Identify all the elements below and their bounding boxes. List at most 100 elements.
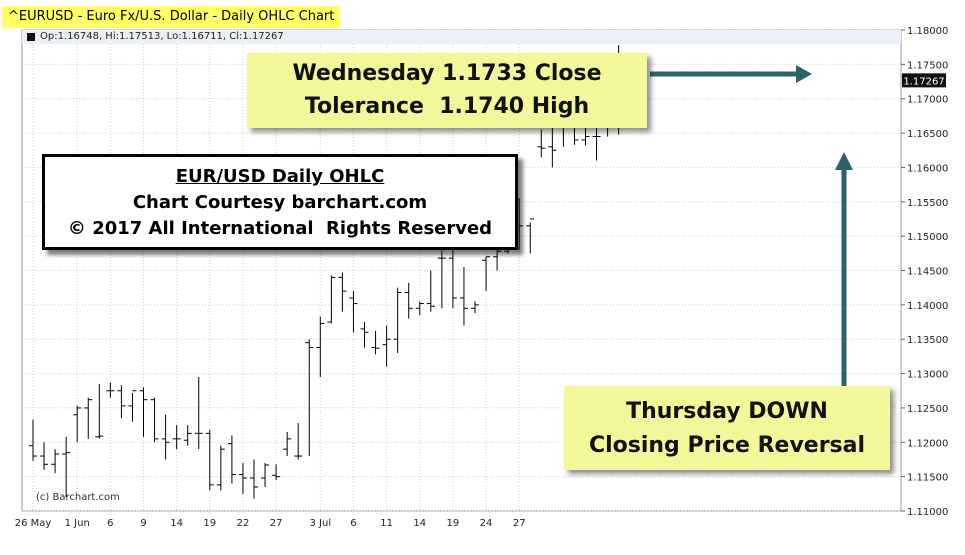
ohlc-bar [227,435,236,484]
ohlc-readout-bar: Op:1.16748, Hi:1.17513, Lo:1.16711, Cl:1… [22,30,901,44]
ohlc-readout: Op:1.16748, Hi:1.17513, Lo:1.16711, Cl:1… [40,31,284,42]
callout-wednesday-close: Wednesday 1.1733 Close Tolerance 1.1740 … [247,53,647,128]
callout-reversal-line2: Closing Price Reversal [588,433,866,458]
ohlc-bar [327,275,336,324]
callout-close-line2: Tolerance 1.1740 High [304,94,590,119]
ohlc-bar [426,270,435,312]
y-tick-label: 1.14000 [907,301,948,312]
y-tick-label: 1.15000 [907,232,948,243]
ohlc-bar [128,390,137,422]
ohlc-bar [106,382,115,398]
x-tick-label: 6 [350,518,356,529]
copyright-notice: (c) Barchart.com [36,492,120,503]
y-axis: 1.18000 1.17500 1.17000 1.16500 1.16000 1.155… [901,26,948,518]
y-tick-label: 1.16500 [907,129,948,140]
x-tick-label: 14 [170,518,183,529]
ohlc-bar [493,246,502,271]
ohlc-bar [117,385,126,419]
x-axis: 26 May 1 Jun 6 9 14 19 22 27 3 Jul 6 11 14 19 24 27 [15,518,526,529]
ohlc-bar [40,442,49,470]
ohlc-bar [205,429,214,491]
ohlc-bar [316,316,325,378]
ohlc-bar [261,462,270,487]
ohlc-bar [338,272,347,312]
arrow-right [650,65,812,83]
ohlc-bar [459,267,468,326]
arrow-up [835,152,853,386]
ohlc-bar [29,419,37,461]
ohlc-bar [283,431,292,457]
ohlc-bar [51,449,60,474]
x-tick-label: 19 [447,518,460,529]
callout-thursday-reversal: Thursday DOWN Closing Price Reversal [564,386,890,470]
y-tick-label: 1.17000 [907,95,948,106]
x-tick-label: 22 [237,518,250,529]
ohlc-bar [194,377,203,450]
ohlc-bar [150,397,159,443]
arrow-up-head [835,152,853,170]
ohlc-bar [349,291,358,333]
x-tick-label: 9 [140,518,146,529]
x-tick-label: 24 [480,518,493,529]
y-tick-label: 1.11000 [907,507,948,518]
ohlc-bar [360,322,369,348]
ohlc-bar [84,397,93,439]
last-price-marker: 1.17267 [902,73,946,88]
y-tick-label: 1.12500 [907,404,948,415]
ohlc-bar [393,287,402,353]
ohlc-bar [382,325,391,367]
x-tick-label: 27 [270,518,283,529]
callout-close-line1: Wednesday 1.1733 Close [292,61,602,86]
ohlc-bar [183,425,192,446]
ohlc-bar [73,405,82,443]
ohlc-bar [172,425,181,450]
ohlc-bar [415,301,424,316]
y-tick-label: 1.18000 [907,26,948,37]
ohlc-bar [272,464,281,481]
x-tick-label: 6 [107,518,113,529]
ohlc-bar [448,249,457,309]
y-tick-label: 1.17500 [907,60,948,71]
x-tick-label: 3 Jul [309,518,331,529]
y-tick-label: 1.14500 [907,267,948,278]
ohlc-bar [216,445,225,491]
y-tick-label: 1.13500 [907,335,948,346]
series-swatch [27,33,35,41]
ohlc-bar [95,383,104,439]
ohlc-bar [471,301,479,314]
y-tick-label: 1.13000 [907,370,948,381]
ohlc-bar [139,387,148,437]
last-price-box [902,73,946,88]
y-tick-label: 1.15500 [907,198,948,209]
y-tick-label: 1.11500 [907,473,948,484]
y-tick-label: 1.12000 [907,438,948,449]
x-tick-label: 14 [413,518,426,529]
info-box-title: EUR/USD Daily OHLC [175,166,385,187]
y-tick-label: 1.16000 [907,163,948,174]
last-price-label: 1.17267 [903,76,944,87]
ohlc-bar [161,414,170,460]
ohlc-bar [526,218,535,254]
ohlc-bar [371,330,380,355]
x-tick-label: 1 Jun [65,518,90,529]
x-tick-label: 19 [203,518,216,529]
chart-title: ^EURUSD - Euro Fx/U.S. Dollar - Daily OH… [2,6,341,28]
ohlc-bar [250,459,258,499]
info-box: EUR/USD Daily OHLC Chart Courtesy barcha… [42,154,518,250]
ohlc-bar [305,339,314,457]
ohlc-bar [482,256,491,292]
ohlc-bar [548,122,557,168]
ohlc-bar [238,462,247,494]
x-tick-label: 11 [380,518,393,529]
ohlc-bar [404,282,413,319]
ohlc-bar [437,243,446,309]
ohlc-bar [294,423,303,460]
arrow-right-head [796,65,812,83]
callout-reversal-line1: Thursday DOWN [626,399,828,424]
x-tick-label: 26 May [15,518,52,529]
ohlc-bar [537,129,546,158]
info-box-credit: Chart Courtesy barchart.com [132,192,428,213]
info-box-rights: © 2017 All International Rights Reserved [67,218,493,239]
ohlc-bar [62,436,71,498]
x-tick-label: 27 [513,518,526,529]
